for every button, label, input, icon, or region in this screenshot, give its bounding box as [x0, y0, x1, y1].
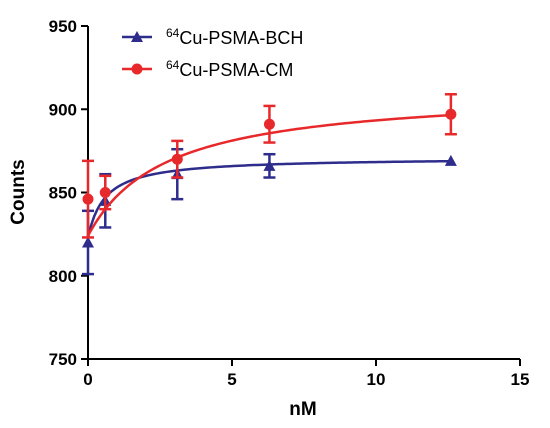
x-tick-label: 15 — [511, 370, 530, 389]
data-point-triangle — [263, 159, 276, 171]
legend-label-cm: 64Cu-PSMA-CM — [166, 58, 293, 80]
legend-entry-bch: 64Cu-PSMA-BCH — [122, 26, 303, 48]
y-ticks: 750 800 850 900 950 — [49, 17, 88, 369]
x-ticks: 0 5 10 15 — [83, 359, 529, 389]
legend-sup-cm: 64 — [166, 58, 180, 72]
legend: 64Cu-PSMA-BCH 64Cu-PSMA-CM — [122, 26, 303, 80]
plot-area — [82, 93, 457, 276]
legend-text-cm: Cu-PSMA-CM — [179, 60, 293, 80]
x-tick-label: 0 — [83, 370, 92, 389]
data-point-circle — [445, 108, 457, 120]
series-1 — [82, 93, 457, 239]
data-point-triangle — [444, 154, 457, 166]
data-point-triangle — [82, 236, 94, 248]
data-point-circle — [263, 118, 275, 130]
y-tick-label: 900 — [49, 100, 77, 119]
legend-text-bch: Cu-PSMA-BCH — [179, 28, 303, 48]
y-tick-label: 850 — [49, 184, 77, 203]
legend-sup-bch: 64 — [166, 26, 180, 40]
y-tick-label: 750 — [49, 350, 77, 369]
y-tick-label: 800 — [49, 267, 77, 286]
y-axis-title: Counts — [8, 159, 29, 224]
data-point-circle — [171, 153, 183, 165]
series-0 — [82, 147, 457, 276]
x-tick-label: 10 — [367, 370, 386, 389]
legend-circle-marker — [131, 63, 143, 75]
legend-label-bch: 64Cu-PSMA-BCH — [166, 26, 303, 48]
data-point-circle — [99, 187, 111, 198]
x-tick-label: 5 — [227, 370, 236, 389]
x-axis-title: nM — [289, 399, 316, 420]
data-point-circle — [82, 193, 94, 205]
y-tick-label: 950 — [49, 17, 77, 36]
legend-entry-cm: 64Cu-PSMA-CM — [122, 58, 293, 80]
legend-triangle-marker — [131, 31, 143, 42]
